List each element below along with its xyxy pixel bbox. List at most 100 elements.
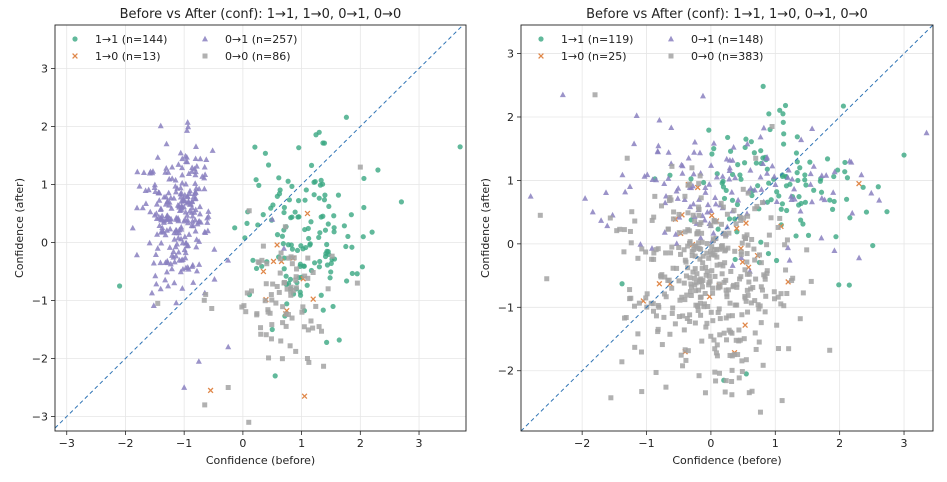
point-00 [702,390,708,396]
point-00 [784,291,790,297]
point-11 [782,102,789,109]
point-01 [151,184,158,191]
point-10 [656,280,663,287]
point-11 [308,162,315,168]
point-00 [700,277,706,283]
point-11 [325,221,331,227]
point-00 [743,298,749,304]
point-01 [622,188,629,195]
point-00 [285,312,291,318]
point-01 [156,222,163,229]
point-00 [729,367,735,373]
point-01 [205,208,212,214]
point-00 [726,230,732,236]
point-00 [209,306,215,312]
point-00 [776,346,781,352]
point-10 [207,387,214,394]
point-01 [147,208,154,215]
point-01 [193,267,200,274]
point-11 [344,278,350,284]
point-00 [779,398,785,404]
point-00 [698,294,704,300]
data-points [116,114,463,425]
point-00 [739,240,745,246]
point-00 [288,292,294,298]
point-00 [246,208,252,214]
point-00 [782,242,788,248]
point-01 [189,212,196,219]
point-00 [699,265,705,271]
point-11 [304,282,310,288]
point-00 [643,295,649,301]
point-00 [661,314,667,320]
point-00 [698,246,704,252]
point-11 [807,159,813,165]
point-00 [260,243,266,249]
point-00 [756,339,762,345]
point-11 [721,195,728,202]
point-00 [708,309,714,315]
point-01 [712,200,719,207]
point-11 [311,192,317,198]
point-11 [321,140,328,146]
point-00 [321,363,327,369]
point-00 [724,294,730,300]
point-00 [700,260,706,266]
point-01 [202,171,209,177]
point-01 [196,261,203,267]
point-01 [195,358,202,364]
point-00 [687,312,693,318]
point-00 [758,260,764,266]
data-points [527,83,930,415]
point-00 [695,204,701,210]
point-00 [354,280,360,286]
point-01 [168,265,175,272]
point-01 [808,198,815,205]
point-11 [296,145,302,151]
point-01 [786,257,793,263]
point-11 [320,213,326,219]
point-00 [784,237,790,243]
point-00 [622,315,628,321]
point-00 [750,285,756,291]
point-00 [762,309,768,315]
point-00 [709,244,715,250]
point-00 [278,250,284,256]
point-00 [277,256,283,262]
point-01 [211,246,218,252]
point-00 [669,163,675,169]
point-00 [698,312,704,318]
point-01 [648,245,655,251]
point-01 [689,182,696,189]
point-11 [700,179,707,186]
point-01 [732,174,739,181]
point-00 [635,255,641,261]
point-00 [301,324,307,330]
point-00 [716,370,722,376]
point-00 [692,282,698,288]
point-00 [775,294,781,300]
point-11 [715,226,721,232]
point-11 [289,183,295,189]
point-00 [617,226,623,232]
x-tick-label: 2 [357,437,364,450]
point-00 [670,216,676,222]
point-00 [685,243,691,249]
point-11 [758,239,764,245]
point-00 [775,224,781,230]
point-01 [182,254,189,261]
point-00 [781,303,787,309]
point-01 [150,259,157,266]
point-00 [697,222,703,228]
left-scatter-panel: −3 −2 −1 0 1 2 3 −3 −2 −1 0 1 2 3 Before vs After (con… [13,7,467,467]
point-11 [348,212,354,218]
point-01 [185,123,192,130]
point-11 [287,276,294,282]
point-00 [758,320,764,326]
point-11 [773,257,780,264]
point-00 [653,369,659,375]
point-00 [203,291,209,297]
point-01 [179,265,186,272]
point-01 [134,168,141,175]
legend-label-10: 1→0 (n=13) [95,50,160,63]
